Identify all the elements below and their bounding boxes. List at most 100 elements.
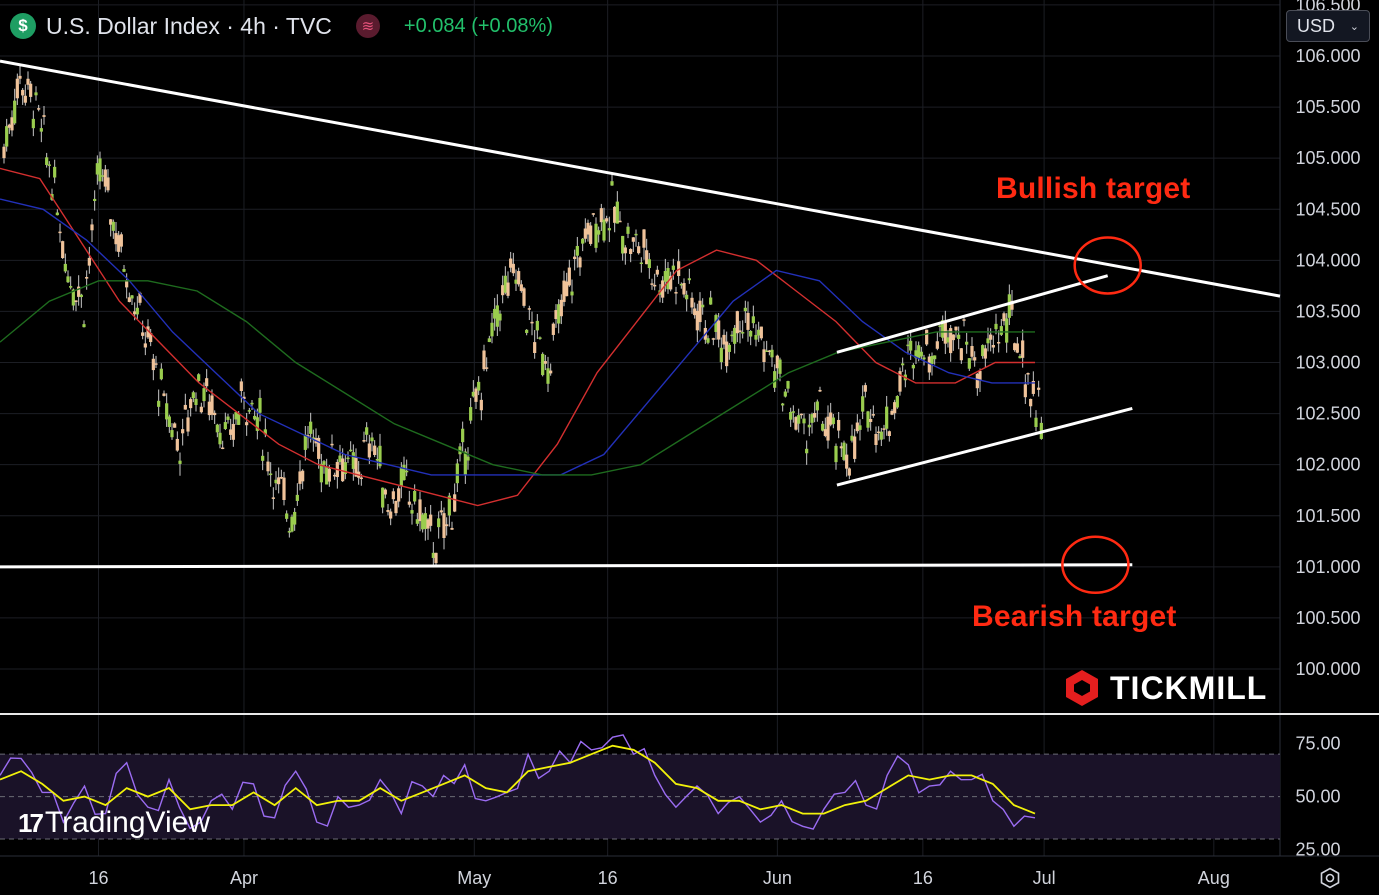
candle-body [55, 212, 59, 216]
candle-body [266, 461, 270, 472]
candle-body [495, 305, 499, 327]
candle-body [301, 470, 305, 482]
candle-body [946, 337, 950, 343]
candle-body [261, 455, 265, 461]
price-axis[interactable]: 100.000 100.500 101.000 101.500 102.000 102.5… [1295, 0, 1360, 860]
symbol-title[interactable]: U.S. Dollar Index · 4h · TVC [46, 12, 332, 39]
candle-body [890, 410, 894, 415]
candle-body [79, 294, 83, 298]
currency-select[interactable]: USD ⌄ [1286, 10, 1370, 42]
bearish-target-label: Bearish target [972, 600, 1177, 633]
candle-body [815, 401, 819, 411]
candle-body [775, 355, 779, 369]
candle-body [797, 415, 801, 424]
candle-body [15, 78, 19, 99]
tradingview-wordmark: TradingView [44, 806, 211, 839]
candle-body [434, 552, 438, 564]
candle-body [503, 275, 507, 293]
candle-body [679, 283, 683, 286]
candle-body [490, 322, 494, 337]
candle-body [191, 392, 195, 399]
gear-icon[interactable] [1316, 864, 1344, 892]
candle-body [647, 259, 651, 269]
candle-body [1018, 356, 1022, 359]
candle-body [583, 228, 587, 239]
candle-body [837, 419, 841, 431]
candle-body [386, 509, 390, 512]
candle-body [879, 431, 883, 440]
candle-body [21, 89, 25, 96]
candle-body [954, 326, 958, 331]
candle-body [493, 308, 497, 319]
candle-body [981, 345, 985, 357]
time-tick-label: Jul [1033, 868, 1056, 888]
candle-body [970, 346, 974, 357]
candle-body [677, 261, 681, 277]
time-tick-label: Aug [1198, 868, 1230, 888]
candle-body [242, 396, 246, 400]
time-tick-label: Jun [763, 868, 792, 888]
candle-body [551, 323, 555, 335]
candle-body [925, 329, 929, 345]
moving-averages [0, 167, 1035, 507]
candle-body [786, 381, 790, 389]
candle-body [759, 326, 763, 339]
candle-body [103, 169, 107, 187]
candle-body [554, 310, 558, 320]
candle-body [295, 494, 299, 501]
candle-body [570, 291, 574, 296]
candle-body [274, 479, 278, 484]
candle-body [927, 356, 931, 373]
candle-body [631, 237, 635, 242]
candle-body [877, 431, 881, 434]
candle-body [119, 234, 123, 247]
price-tick-label: 102.000 [1295, 455, 1360, 475]
candle-body [229, 429, 233, 435]
candle-body [639, 262, 643, 264]
candle-body [415, 519, 419, 524]
compare-icon[interactable]: ≋ [355, 14, 380, 38]
candle-body [477, 381, 481, 391]
candle-body [754, 334, 758, 340]
candle-body [154, 363, 158, 365]
time-tick-label: Apr [230, 868, 258, 888]
candle-body [405, 470, 409, 473]
candle-body [613, 206, 617, 223]
candle-body [861, 396, 865, 412]
candle-body [162, 393, 166, 396]
candle-body [447, 495, 451, 516]
candle-body [431, 552, 435, 558]
candle-body [802, 418, 806, 424]
candle-body [645, 250, 649, 265]
candle-body [567, 267, 571, 286]
candle-body [586, 222, 590, 235]
candle-body [962, 319, 966, 321]
candle-body [650, 283, 654, 285]
candle-body [653, 284, 657, 287]
candle-body [874, 433, 878, 445]
bullish-target-label: Bullish target [996, 172, 1191, 205]
candle-body [285, 513, 289, 519]
time-tick-label: 16 [88, 868, 108, 888]
candle-body [933, 355, 937, 360]
candle-body [615, 201, 619, 224]
time-axis[interactable]: 16 Apr May 16 Jun 16 Jul Aug [88, 868, 1229, 888]
candle-body [359, 477, 363, 479]
candle-body [135, 307, 139, 315]
dollar-icon[interactable]: $ [10, 13, 36, 39]
candle-body [183, 404, 187, 410]
candle-body [887, 431, 891, 437]
candle-body [325, 467, 329, 485]
candle-body [671, 265, 675, 270]
price-tick-label: 104.000 [1295, 250, 1360, 270]
candle-body [426, 519, 430, 529]
candle-body [23, 95, 27, 103]
candle-body [922, 357, 926, 360]
candle-body [13, 100, 17, 124]
candle-body [906, 344, 910, 347]
candle-body [914, 350, 918, 359]
candle-body [818, 389, 822, 392]
candle-body [402, 464, 406, 481]
candle-body [1031, 380, 1035, 394]
